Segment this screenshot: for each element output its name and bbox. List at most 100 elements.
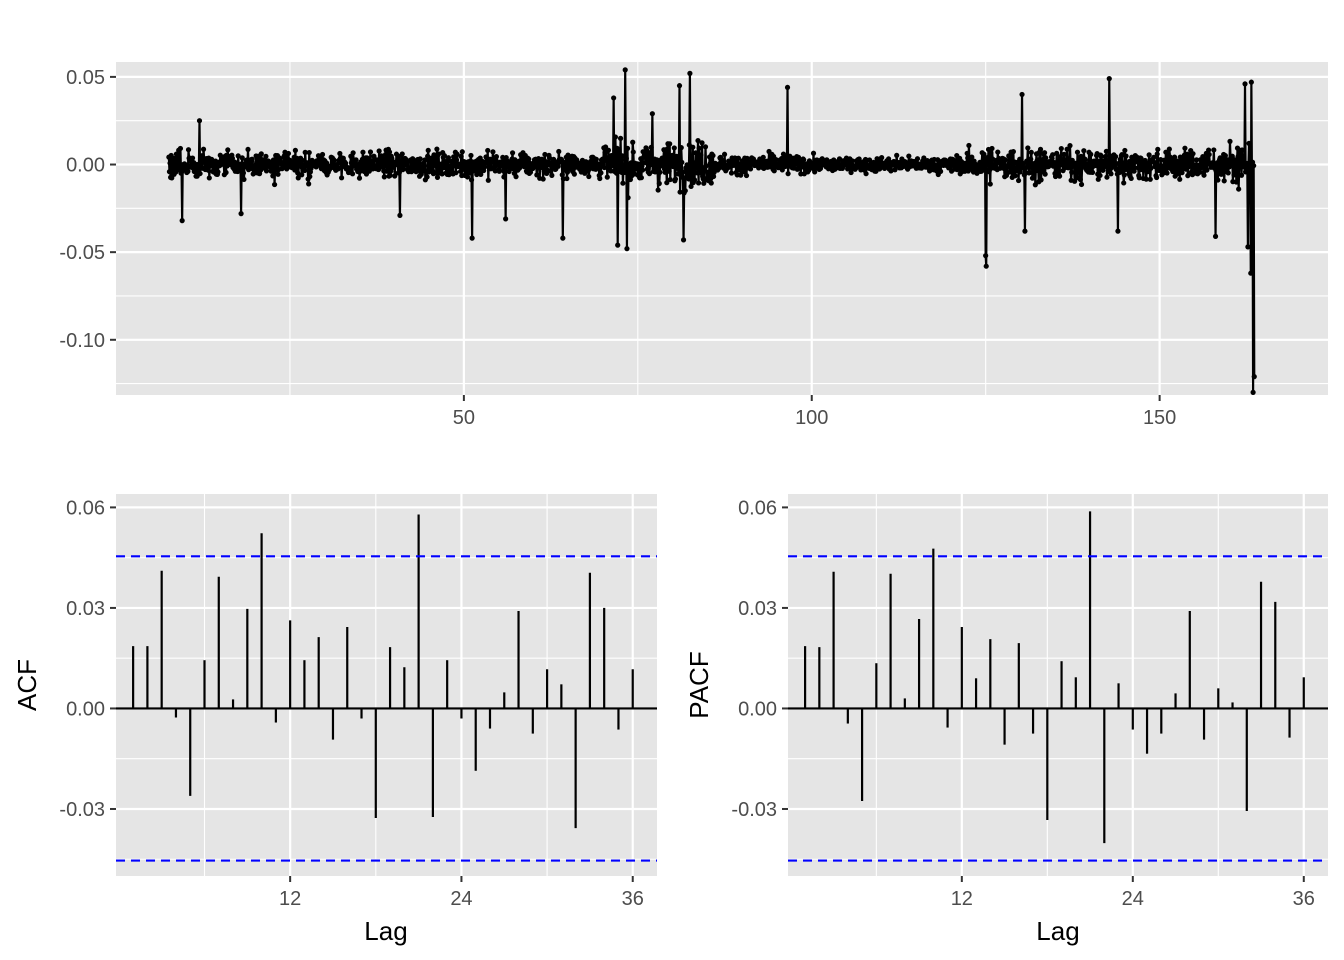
timeseries-point <box>969 154 975 160</box>
timeseries-point <box>676 83 683 89</box>
timeseries-point <box>630 139 636 145</box>
timeseries-point <box>397 212 403 218</box>
timeseries-point <box>173 169 179 175</box>
timeseries-point <box>453 170 459 176</box>
timeseries-point <box>609 158 616 165</box>
timeseries-point <box>1056 173 1063 179</box>
timeseries-point <box>434 174 441 180</box>
timeseries-point <box>546 155 553 161</box>
timeseries-point <box>666 168 672 174</box>
timeseries-point <box>436 151 442 157</box>
timeseries-point <box>685 167 691 173</box>
timeseries-point <box>559 157 565 163</box>
timeseries-x-tick-label: 50 <box>453 407 475 429</box>
timeseries-point <box>464 174 471 180</box>
timeseries-point <box>1190 151 1196 157</box>
timeseries-point <box>743 172 750 179</box>
timeseries-point <box>474 171 480 178</box>
timeseries-point <box>902 159 908 165</box>
timeseries-point <box>879 155 885 161</box>
timeseries-point <box>701 180 707 186</box>
timeseries-point <box>1202 163 1208 169</box>
timeseries-point <box>1170 168 1176 175</box>
pacf-x-tick-label: 36 <box>1293 888 1315 910</box>
timeseries-point <box>1043 155 1049 161</box>
timeseries-point <box>983 263 989 269</box>
timeseries-point <box>866 157 873 163</box>
timeseries-point <box>1037 146 1044 152</box>
timeseries-series <box>166 67 1257 395</box>
timeseries-point <box>785 171 791 177</box>
timeseries-panel: 0.05 0.00 -0.05 -0.10 50 100 150 <box>59 62 1328 429</box>
timeseries-point <box>215 169 221 175</box>
timeseries-point <box>338 175 345 181</box>
timeseries-point <box>1177 176 1183 182</box>
timeseries-point <box>1123 153 1129 159</box>
timeseries-point <box>1151 154 1157 160</box>
timeseries-point <box>1154 151 1160 157</box>
timeseries-point <box>205 167 211 173</box>
timeseries-point <box>555 163 561 169</box>
timeseries-point <box>371 153 377 159</box>
timeseries-point <box>710 152 716 159</box>
timeseries-point <box>189 155 196 161</box>
timeseries-point <box>239 155 245 161</box>
timeseries-point <box>292 147 298 153</box>
timeseries-point <box>457 162 463 168</box>
timeseries-point <box>641 154 647 160</box>
timeseries-point <box>1103 148 1109 154</box>
timeseries-point <box>1176 161 1182 167</box>
timeseries-point <box>721 151 728 157</box>
timeseries-point <box>424 174 430 180</box>
timeseries-point <box>1212 233 1219 239</box>
timeseries-point <box>988 150 994 156</box>
timeseries-point <box>1121 180 1127 186</box>
timeseries-point <box>664 180 670 186</box>
acf-confidence-bands <box>116 555 657 862</box>
pacf-y-axis-title: PACF <box>684 651 714 718</box>
timeseries-point <box>223 169 229 176</box>
timeseries-point <box>353 157 359 163</box>
timeseries-point <box>1038 177 1044 183</box>
timeseries-point <box>1215 177 1221 183</box>
timeseries-point <box>690 144 696 150</box>
acf-y-tick-label: 0.03 <box>66 598 105 620</box>
timeseries-point <box>336 160 342 166</box>
timeseries-point <box>623 155 629 162</box>
timeseries-point <box>421 163 427 169</box>
timeseries-point <box>540 176 546 182</box>
timeseries-point <box>185 147 192 153</box>
timeseries-point <box>674 165 680 171</box>
timeseries-point <box>549 172 555 178</box>
timeseries-point <box>1029 175 1036 181</box>
timeseries-point <box>1010 149 1016 155</box>
timeseries-point <box>564 169 571 175</box>
timeseries-point <box>299 157 305 163</box>
pacf-x-ticks: 12 24 36 <box>951 876 1315 910</box>
timeseries-point <box>630 149 636 155</box>
timeseries-point <box>1078 181 1085 188</box>
timeseries-point <box>684 162 690 168</box>
timeseries-point <box>1219 171 1225 177</box>
timeseries-point <box>622 67 628 73</box>
timeseries-point <box>1019 91 1025 98</box>
timeseries-point <box>655 187 661 193</box>
timeseries-point <box>619 153 625 159</box>
pacf-bars <box>788 511 1328 844</box>
timeseries-point <box>1076 169 1082 175</box>
timeseries-point <box>1074 149 1081 155</box>
timeseries-point <box>1233 157 1239 163</box>
timeseries-point <box>981 151 987 157</box>
timeseries-point <box>302 149 308 155</box>
timeseries-point <box>696 145 702 151</box>
timeseries-point <box>271 181 278 188</box>
timeseries-point <box>1231 172 1237 178</box>
timeseries-point <box>660 157 666 164</box>
timeseries-point <box>263 168 270 174</box>
timeseries-point <box>888 168 894 174</box>
timeseries-point <box>304 160 311 166</box>
timeseries-point <box>1006 153 1012 159</box>
timeseries-point <box>571 171 577 177</box>
timeseries-point <box>1007 164 1014 170</box>
timeseries-point <box>624 246 630 252</box>
